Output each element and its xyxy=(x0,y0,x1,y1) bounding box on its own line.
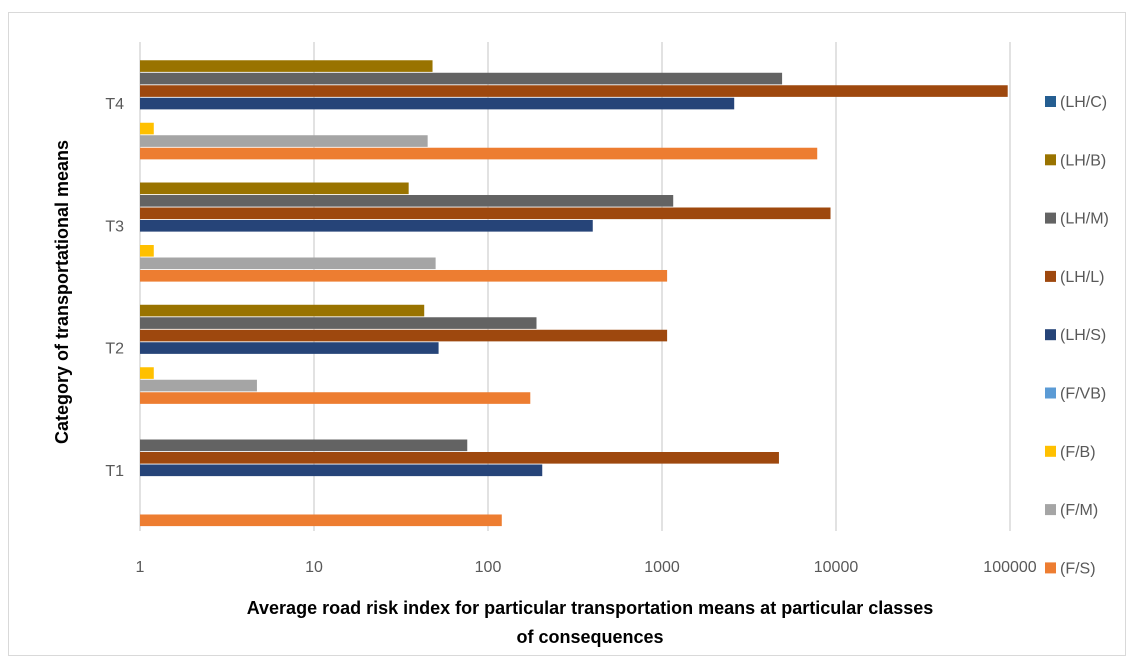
bar xyxy=(140,317,537,329)
legend-label: (LH/B) xyxy=(1060,152,1106,169)
bar xyxy=(140,269,668,282)
bar xyxy=(140,304,425,317)
legend-swatch xyxy=(1045,387,1056,399)
bar xyxy=(140,97,735,110)
x-tick-label: 1000 xyxy=(644,559,680,576)
bar xyxy=(140,72,783,85)
legend-swatch xyxy=(1045,96,1056,107)
x-axis-title-line-2: of consequences xyxy=(516,627,663,647)
legend-label: (LH/S) xyxy=(1060,327,1106,344)
bar xyxy=(140,514,502,527)
bar xyxy=(140,135,428,147)
x-axis-title-line-1: Average road risk index for particular t… xyxy=(247,598,934,618)
bar xyxy=(140,439,468,452)
y-tick-label: T4 xyxy=(105,96,124,113)
x-tick-label: 100 xyxy=(475,559,502,576)
bar xyxy=(140,342,439,354)
bar xyxy=(140,367,154,379)
bar xyxy=(140,329,668,342)
legend-label: (LH/L) xyxy=(1060,269,1104,286)
legend-swatch xyxy=(1045,445,1056,457)
legend-label: (F/VB) xyxy=(1060,386,1106,403)
legend-label: (F/M) xyxy=(1060,502,1098,519)
bar xyxy=(140,379,257,392)
bar xyxy=(140,464,543,477)
bar xyxy=(140,122,154,135)
chart-frame xyxy=(8,12,1126,656)
legend-label: (LH/M) xyxy=(1060,211,1109,228)
x-tick-label: 10 xyxy=(305,559,323,576)
legend: (LH/C) (LH/B) (LH/M) (LH/L) (LH/S) (F/VB) (F/B… xyxy=(1045,94,1109,577)
bar-layer xyxy=(140,60,1008,527)
bar xyxy=(140,392,531,404)
bar xyxy=(140,452,779,464)
legend-label: (F/B) xyxy=(1060,444,1096,461)
y-tick-label: T2 xyxy=(105,341,124,358)
legend-label: (F/S) xyxy=(1060,560,1096,577)
y-tick-label: T1 xyxy=(105,463,124,480)
legend-label: (LH/C) xyxy=(1060,94,1107,111)
legend-swatch xyxy=(1045,154,1056,166)
y-tick-label: T3 xyxy=(105,218,124,235)
tick-layer: 1 10 100 1000 10000 100000 T1 T2 T3 T4 xyxy=(105,96,1036,576)
y-axis-title: Category of transportational means xyxy=(52,140,72,444)
legend-swatch xyxy=(1045,329,1056,341)
bar xyxy=(140,60,433,72)
bar xyxy=(140,244,154,257)
x-tick-label: 100000 xyxy=(983,559,1036,576)
bar xyxy=(140,257,436,270)
legend-swatch xyxy=(1045,504,1056,516)
x-tick-label: 10000 xyxy=(814,559,859,576)
bar xyxy=(140,147,818,160)
bar xyxy=(140,85,1008,97)
legend-swatch xyxy=(1045,212,1056,224)
legend-swatch xyxy=(1045,270,1056,282)
x-tick-label: 1 xyxy=(136,559,145,576)
legend-swatch xyxy=(1045,562,1056,574)
bar xyxy=(140,207,831,220)
bar xyxy=(140,195,674,207)
bar xyxy=(140,220,593,232)
bar xyxy=(140,182,409,195)
